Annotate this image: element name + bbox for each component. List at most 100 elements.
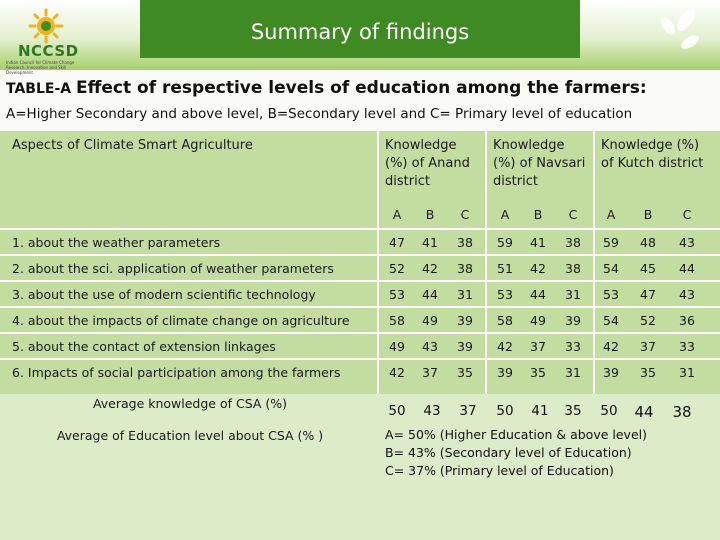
sun-logo-icon: [28, 8, 64, 44]
table-cell: 54: [603, 312, 619, 328]
average-cell: 37: [459, 403, 477, 419]
table-cell: 44: [530, 286, 546, 302]
table-cell: 51: [497, 260, 513, 276]
table-cell: 42: [389, 364, 405, 380]
average-cell: 50: [388, 403, 406, 419]
subcolumn-header: A: [500, 206, 510, 222]
table-cell: 44: [422, 286, 438, 302]
slide-title: Summary of findings: [250, 20, 470, 44]
table-cell: 37: [530, 338, 546, 354]
table-cell: 42: [497, 338, 513, 354]
average-cell: 50: [496, 403, 514, 419]
table-cell: 39: [497, 364, 513, 380]
table-cell: 43: [679, 234, 695, 250]
table-cell: 38: [565, 234, 581, 250]
table-cell: 44: [679, 260, 695, 276]
table-cell: 31: [457, 286, 473, 302]
row-label: 6. Impacts of social participation among…: [12, 364, 341, 380]
logo-wordmark: NCCSD: [18, 42, 79, 60]
table-cell: 58: [389, 312, 405, 328]
table-cell: 39: [565, 312, 581, 328]
row-label: 5. about the contact of extension linkag…: [12, 338, 276, 354]
subcolumn-header: B: [533, 206, 543, 222]
table-cell: 31: [565, 286, 581, 302]
table-caption: TABLE-A Effect of respective levels of e…: [6, 78, 647, 98]
table-cell: 39: [457, 312, 473, 328]
subcolumn-header: C: [460, 206, 470, 222]
table-cell: 54: [603, 260, 619, 276]
table-title: Effect of respective levels of education…: [75, 78, 647, 98]
subcolumn-header: B: [425, 206, 435, 222]
table-cell: 37: [422, 364, 438, 380]
table-cell: 49: [422, 312, 438, 328]
table-cell: 53: [497, 286, 513, 302]
table-cell: 41: [530, 234, 546, 250]
average-cell: 38: [672, 403, 692, 421]
table-cell: 38: [565, 260, 581, 276]
table-cell: 36: [679, 312, 695, 328]
group-header-anand: Knowledge (%) of Anand district: [385, 138, 470, 189]
logo-subtext: Indian Council for Climate Change Resear…: [6, 60, 75, 75]
findings-table: Aspects of Climate Smart Agriculture Kno…: [0, 131, 720, 394]
table-cell: 41: [422, 234, 438, 250]
table-cell: 52: [640, 312, 656, 328]
table-cell: 59: [497, 234, 513, 250]
table-cell: 35: [530, 364, 546, 380]
title-band: [140, 0, 580, 58]
subcolumn-header: A: [392, 206, 402, 222]
table-cell: 39: [457, 338, 473, 354]
row-label: 2. about the sci. application of weather…: [12, 260, 334, 276]
subcolumn-header: B: [643, 206, 653, 222]
table-cell: 52: [389, 260, 405, 276]
table-cell: 39: [603, 364, 619, 380]
education-average-line: A= 50% (Higher Education & above level): [385, 427, 647, 442]
education-average-label: Average of Education level about CSA (% …: [56, 428, 324, 443]
table-cell: 48: [640, 234, 656, 250]
leaf-sprout-icon: [660, 8, 700, 49]
education-average-line: C= 37% (Primary level of Education): [385, 463, 614, 478]
average-cell: 50: [600, 403, 618, 419]
group-header-kutch: Knowledge (%) of Kutch district: [601, 138, 704, 171]
table-cell: 31: [679, 364, 695, 380]
table-prefix: TABLE-A: [6, 81, 72, 97]
table-cell: 42: [422, 260, 438, 276]
table-cell: 33: [679, 338, 695, 354]
aspects-header: Aspects of Climate Smart Agriculture: [12, 138, 253, 153]
table-cell: 38: [457, 234, 473, 250]
average-cell: 44: [634, 403, 654, 421]
average-cell: 35: [564, 403, 582, 419]
table-cell: 59: [603, 234, 619, 250]
table-cell: 43: [679, 286, 695, 302]
table-cell: 43: [422, 338, 438, 354]
row-label: 1. about the weather parameters: [12, 234, 221, 250]
table-cell: 42: [603, 338, 619, 354]
table-cell: 38: [457, 260, 473, 276]
table-cell: 33: [565, 338, 581, 354]
row-label: 3. about the use of modern scientific te…: [12, 286, 316, 302]
table-cell: 53: [389, 286, 405, 302]
averages-section: [0, 394, 720, 540]
table-cell: 42: [530, 260, 546, 276]
row-label: 4. about the impacts of climate change o…: [12, 312, 350, 328]
table-subheading: A=Higher Secondary and above level, B=Se…: [6, 106, 633, 122]
subcolumn-header: C: [568, 206, 578, 222]
average-knowledge-label: Average knowledge of CSA (%): [92, 396, 288, 411]
table-cell: 35: [457, 364, 473, 380]
subcolumn-header: C: [682, 206, 692, 222]
education-average-line: B= 43% (Secondary level of Education): [385, 445, 632, 460]
table-cell: 49: [389, 338, 405, 354]
table-cell: 47: [640, 286, 656, 302]
table-cell: 37: [640, 338, 656, 354]
table-cell: 47: [389, 234, 405, 250]
subcolumn-header: A: [606, 206, 616, 222]
average-cell: 41: [531, 403, 549, 419]
group-header-navsari: Knowledge (%) of Navsari district: [493, 138, 586, 189]
table-cell: 35: [640, 364, 656, 380]
slide-header: Summary of findings NCCSD Indian Council…: [0, 0, 720, 75]
table-cell: 49: [530, 312, 546, 328]
table-cell: 53: [603, 286, 619, 302]
average-cell: 43: [423, 403, 441, 419]
table-cell: 58: [497, 312, 513, 328]
table-cell: 45: [640, 260, 656, 276]
table-cell: 31: [565, 364, 581, 380]
